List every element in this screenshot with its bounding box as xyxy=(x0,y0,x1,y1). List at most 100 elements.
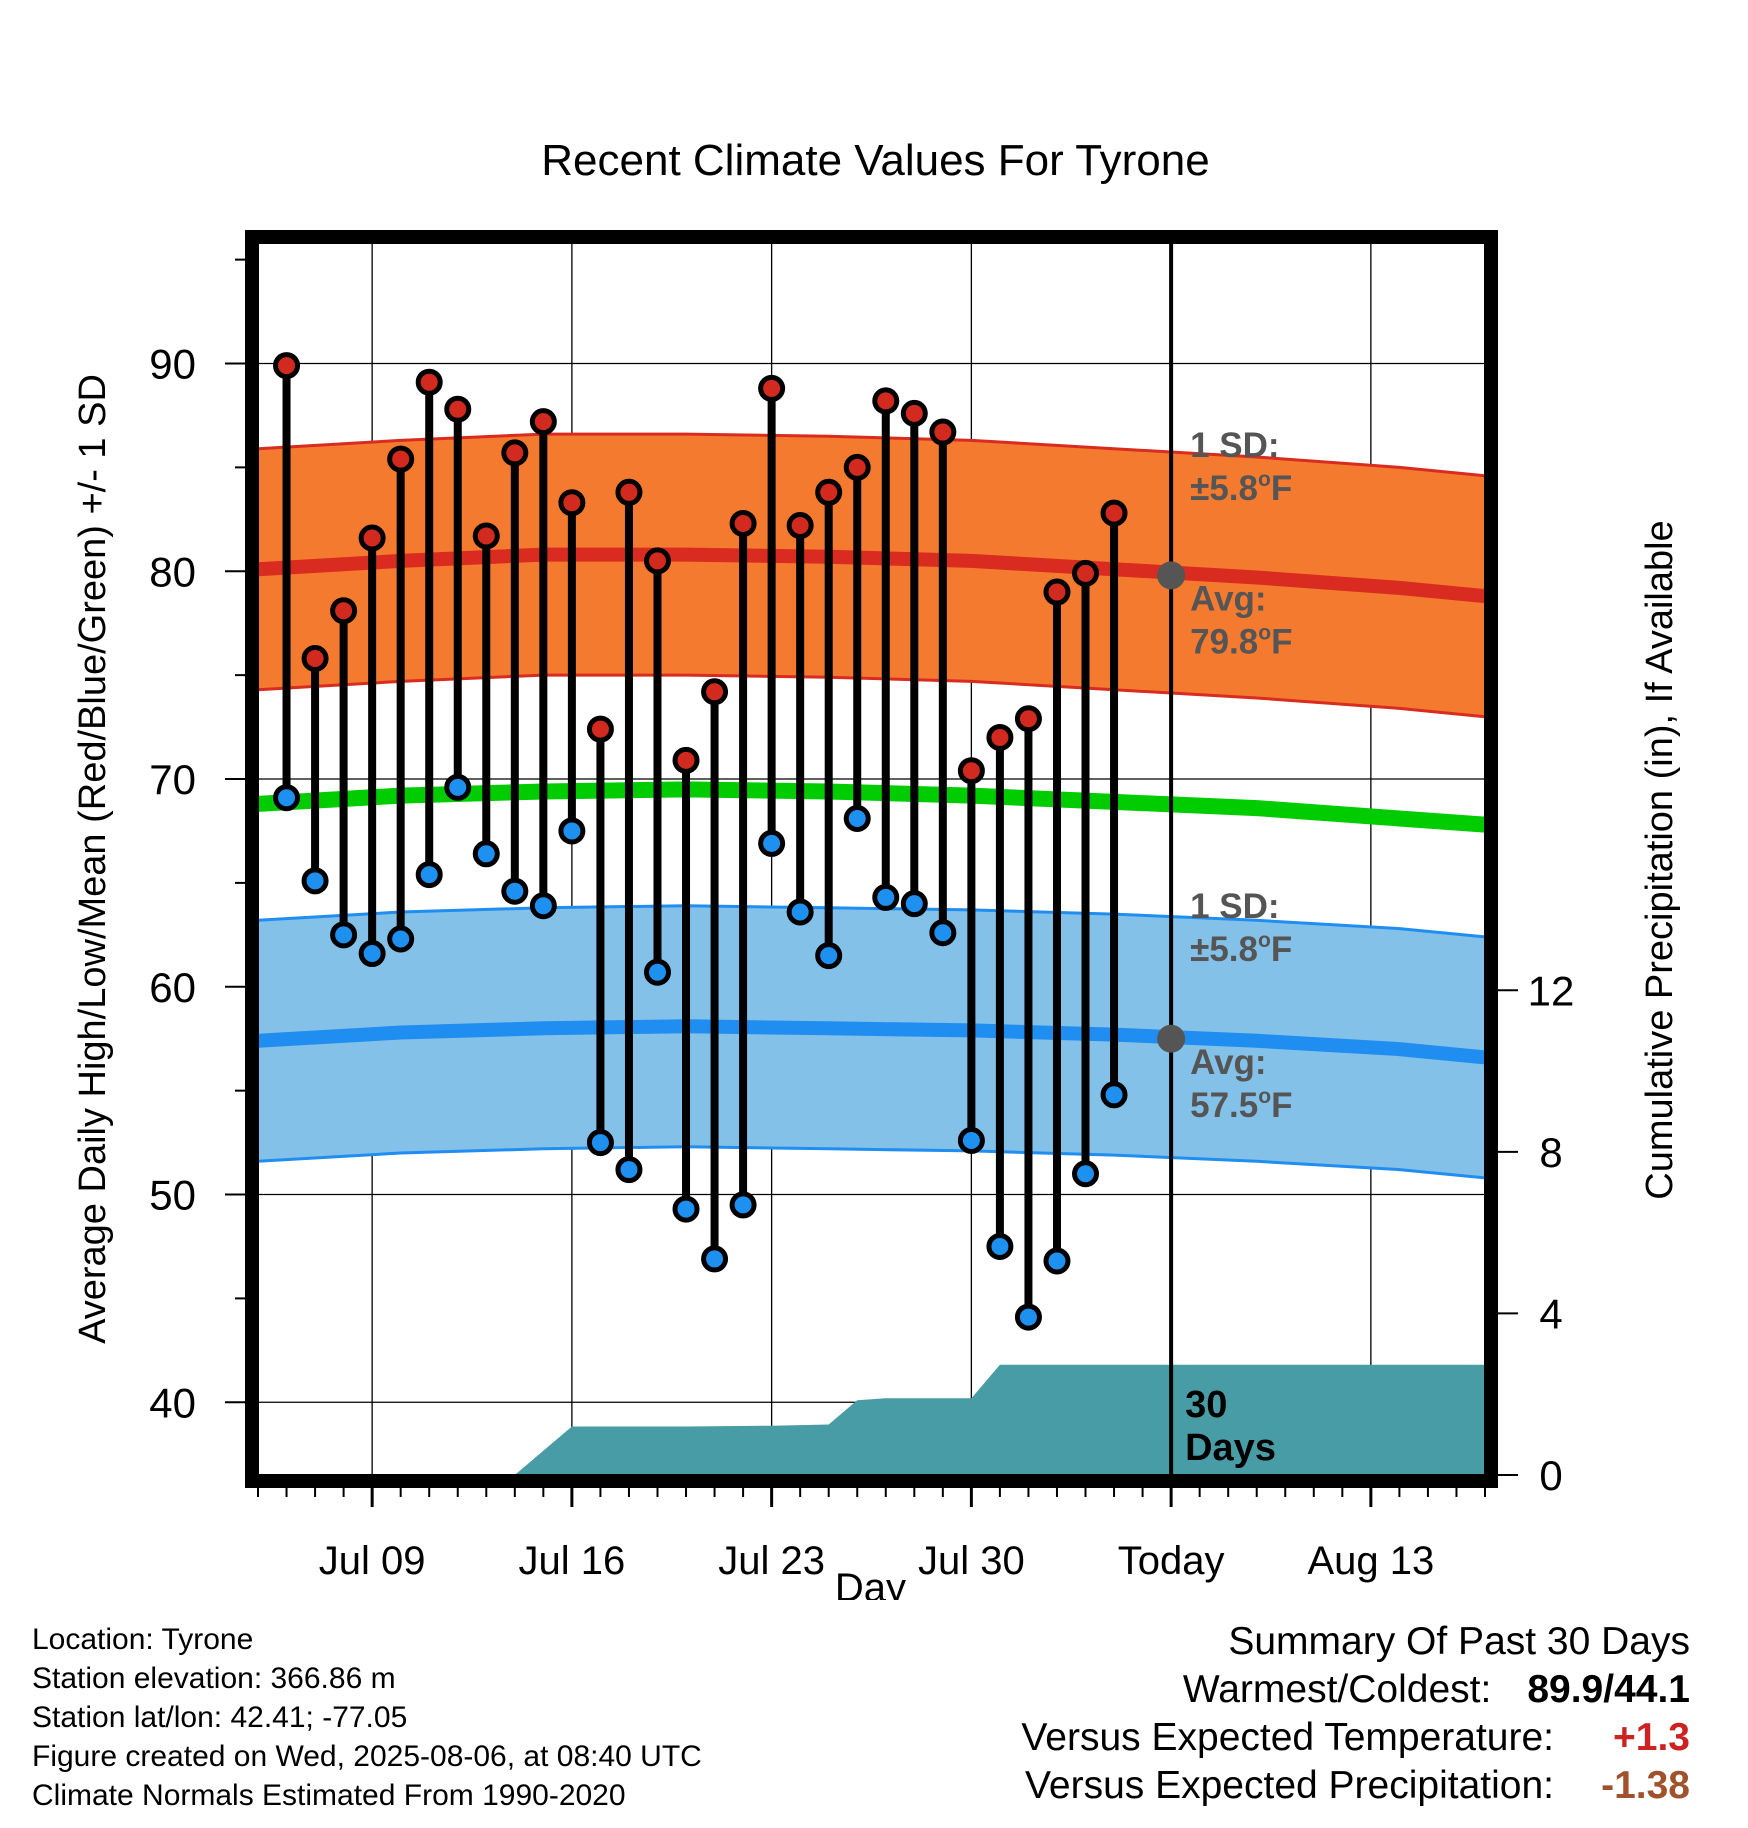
high-avg-annotation-line: 79.8oF xyxy=(1190,622,1292,662)
high-temp-point xyxy=(900,399,928,427)
low-temp-point xyxy=(615,1156,643,1184)
right-tick-label: 0 xyxy=(1539,1452,1562,1499)
low-temp-point xyxy=(558,817,586,845)
station-metadata: Location: Tyrone Station elevation: 366.… xyxy=(32,1620,702,1815)
high-normal-line xyxy=(258,547,1485,604)
right-tick-label: 8 xyxy=(1539,1129,1562,1176)
high-sd-annotation-line: 1 SD: xyxy=(1190,426,1279,465)
low-sd-annotation: 1 SD:±5.8oF xyxy=(1190,887,1292,969)
low-temp-point xyxy=(786,898,814,926)
low-temp-point xyxy=(1100,1081,1128,1109)
low-temp-point xyxy=(358,940,386,968)
low-sd-band-lower-edge xyxy=(258,1145,1485,1180)
warm-cold-label: Warmest/Coldest: xyxy=(1182,1668,1492,1711)
high-temp-point xyxy=(301,645,329,673)
low-sd-annotation-line: ±5.8oF xyxy=(1190,929,1292,969)
high-sd-annotation-line: ±5.8oF xyxy=(1190,468,1292,508)
low-temp-point xyxy=(273,784,301,812)
left-tick-label: 50 xyxy=(149,1172,196,1219)
high-temp-point xyxy=(1100,499,1128,527)
left-tick-label: 60 xyxy=(149,964,196,1011)
high-temp-point xyxy=(387,445,415,473)
location-text: Location: Tyrone xyxy=(32,1623,254,1656)
low-temp-point xyxy=(387,925,415,953)
low-temp-point xyxy=(957,1127,985,1155)
high-sd-annotation: 1 SD:±5.8oF xyxy=(1190,426,1292,508)
temp-label: Versus Expected Temperature: xyxy=(1021,1716,1554,1759)
low-temp-point xyxy=(415,861,443,889)
normals-source-text: Climate Normals Estimated From 1990-2020 xyxy=(32,1779,626,1812)
low-temp-point xyxy=(472,840,500,868)
high-temp-point xyxy=(273,352,301,380)
low-normal-line xyxy=(258,1019,1485,1065)
high-temp-point xyxy=(1014,705,1042,733)
low-temp-point xyxy=(872,883,900,911)
low-temp-point xyxy=(729,1191,757,1219)
high-temp-point xyxy=(986,723,1014,751)
low-temp-point xyxy=(929,919,957,947)
high-temp-point xyxy=(472,522,500,550)
low-temp-point xyxy=(586,1129,614,1157)
high-temp-point xyxy=(643,547,671,575)
low-temp-point xyxy=(1072,1160,1100,1188)
left-axis-label: Average Daily High/Low/Mean (Red/Blue/Gr… xyxy=(72,374,114,1344)
right-tick-label: 12 xyxy=(1528,967,1575,1014)
high-temp-point xyxy=(558,489,586,517)
high-temp-point xyxy=(758,374,786,402)
precip-label: Versus Expected Precipitation: xyxy=(1025,1764,1554,1807)
bottom-axis-label: Day xyxy=(835,1566,906,1600)
bottom-axis: Jul 09 Jul 16 Jul 23 Jul 30 Today Aug 13 Day xyxy=(257,1488,1486,1600)
summary-precip-row: Versus Expected Precipitation: -1.38 xyxy=(1021,1762,1690,1810)
period-label-line: 30 xyxy=(1185,1384,1227,1426)
high-temp-point xyxy=(957,757,985,785)
low-temp-point xyxy=(444,773,472,801)
created-text: Figure created on Wed, 2025-08-06, at 08… xyxy=(32,1740,702,1773)
high-avg-annotation-line: Avg: xyxy=(1190,580,1266,619)
high-sd-band-lower-edge xyxy=(258,673,1485,719)
low-sd-annotation-line: 1 SD: xyxy=(1190,887,1279,926)
low-avg-annotation-line: Avg: xyxy=(1190,1043,1266,1082)
right-axis: 0 4 8 12 Cumulative Precipitation (in), If A… xyxy=(1498,520,1681,1499)
bottom-tick-label: Jul 23 xyxy=(718,1539,825,1583)
chart-title: Recent Climate Values For Tyrone xyxy=(541,136,1209,185)
high-avg-annotation: Avg:79.8oF xyxy=(1190,580,1292,662)
high-temp-point xyxy=(330,597,358,625)
high-temp-point xyxy=(672,746,700,774)
low-temp-point xyxy=(501,877,529,905)
precip-value: -1.38 xyxy=(1601,1764,1690,1807)
low-temp-point xyxy=(900,890,928,918)
high-temp-point xyxy=(929,418,957,446)
high-temp-point xyxy=(729,509,757,537)
bottom-tick-label: Jul 30 xyxy=(918,1539,1025,1583)
low-sd-band-upper-edge xyxy=(258,904,1485,939)
low-avg-annotation-line: 57.5oF xyxy=(1190,1085,1292,1125)
high-temp-point xyxy=(501,439,529,467)
low-temp-point xyxy=(1014,1303,1042,1331)
high-temp-point xyxy=(415,368,443,396)
right-axis-label: Cumulative Precipitation (in), If Availa… xyxy=(1639,520,1681,1199)
high-temp-point xyxy=(701,678,729,706)
left-axis: 40 50 60 70 80 90 Average Daily High/Low/Mean … xyxy=(72,258,245,1426)
bottom-tick-label: Aug 13 xyxy=(1307,1539,1434,1583)
plot-frame xyxy=(245,230,1498,1488)
right-tick-label: 4 xyxy=(1539,1290,1562,1337)
high-temp-point xyxy=(843,453,871,481)
bottom-tick-label: Today xyxy=(1118,1539,1225,1583)
summary-panel: Summary Of Past 30 Days Warmest/Coldest:… xyxy=(1021,1618,1690,1810)
low-temp-point xyxy=(301,867,329,895)
grid-lines xyxy=(258,243,1485,1475)
temp-value: +1.3 xyxy=(1613,1716,1690,1759)
high-temp-point xyxy=(615,478,643,506)
bottom-tick-label: Jul 16 xyxy=(519,1539,626,1583)
cumulative-precip-area xyxy=(514,1364,1485,1475)
left-tick-label: 70 xyxy=(149,756,196,803)
elevation-text: Station elevation: 366.86 m xyxy=(32,1662,396,1695)
summary-title: Summary Of Past 30 Days xyxy=(1228,1620,1690,1663)
latlon-text: Station lat/lon: 42.41; -77.05 xyxy=(32,1701,408,1734)
left-tick-label: 80 xyxy=(149,548,196,595)
low-temp-point xyxy=(1043,1247,1071,1275)
high-sd-band-upper-edge xyxy=(258,432,1485,478)
summary-temp-row: Versus Expected Temperature: +1.3 xyxy=(1021,1714,1690,1762)
period-label-line: Days xyxy=(1185,1427,1276,1469)
